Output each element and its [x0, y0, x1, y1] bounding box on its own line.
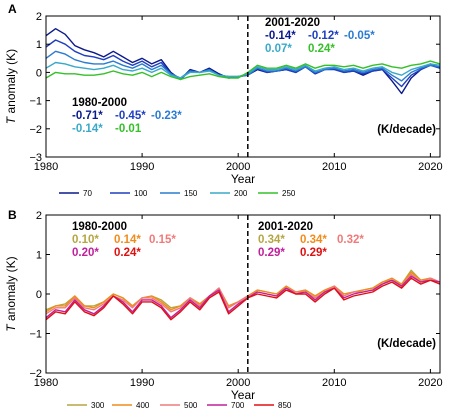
x-tick-label: 1990 — [130, 161, 154, 173]
legend-label-500: 500 — [184, 401, 198, 410]
trend-title: 1980-2000 — [72, 97, 127, 109]
series-line-850 — [45, 277, 441, 321]
trend-value: -0.14* — [265, 30, 296, 42]
y-axis-label: T anomaly (K) — [4, 49, 18, 124]
y-tick-label: −3 — [29, 152, 42, 164]
legend-label-300: 300 — [91, 401, 105, 410]
trend-group: 1980-2000-0.71* -0.45* -0.23* -0.14* -0.01 — [72, 97, 182, 135]
trend-title: 1980-2000 — [72, 221, 127, 233]
x-tick-label: 2000 — [226, 161, 250, 173]
panel-label: B — [8, 208, 17, 222]
x-tick-label: 2020 — [418, 377, 442, 389]
y-tick-label: 1 — [36, 39, 42, 51]
trend-value: -0.71* — [72, 110, 103, 122]
legend-label-200: 200 — [234, 189, 248, 198]
trend-value: 0.10* — [72, 234, 99, 246]
trend-value: -0.12* — [308, 30, 339, 42]
legend-label-400: 400 — [136, 401, 150, 410]
legend-label-70: 70 — [83, 189, 92, 198]
trend-value: -0.45* — [115, 110, 146, 122]
trend-value: 0.15* — [149, 234, 176, 246]
series-line-500 — [45, 273, 441, 315]
trend-value: 0.14* — [114, 234, 141, 246]
unit-label: (K/decade) — [377, 124, 436, 136]
y-tick-label: 0 — [36, 67, 42, 79]
x-tick-label: 2020 — [418, 161, 442, 173]
y-tick-label: −2 — [29, 368, 42, 380]
x-axis-label: Year — [231, 388, 255, 402]
trend-title: 2001-2020 — [258, 221, 313, 233]
series-group — [45, 28, 441, 95]
x-tick-label: 2010 — [322, 161, 346, 173]
trend-value: 0.20* — [72, 247, 99, 259]
x-tick-label: 1990 — [130, 377, 154, 389]
unit-label: (K/decade) — [377, 338, 436, 350]
x-tick-label: 2010 — [322, 377, 346, 389]
legend-label-250: 250 — [282, 189, 296, 198]
plot-frame — [45, 15, 441, 158]
y-tick-label: 2 — [36, 210, 42, 222]
y-tick-label: 1 — [36, 250, 42, 262]
legend: 70 100 150 200 250 — [59, 189, 296, 198]
trend-value: -0.23* — [151, 110, 182, 122]
y-tick-label: 0 — [36, 289, 42, 301]
trend-title: 2001-2020 — [265, 17, 320, 29]
trend-value: 0.24* — [308, 43, 335, 55]
x-axis-label: Year — [231, 172, 255, 186]
trend-value: 0.34* — [258, 234, 285, 246]
y-axis-label: T anomaly (K) — [4, 256, 18, 331]
y-tick-label: −2 — [29, 124, 42, 136]
trend-value: 0.34* — [300, 234, 327, 246]
x-tick-label: 1980 — [34, 161, 58, 173]
x-tick-label: 1980 — [34, 377, 58, 389]
series-line-250 — [45, 60, 441, 81]
panel-a: A −3 −2 −1 0 1 2 1980 1990 2000 2010 2020 Year T anom… — [4, 2, 443, 198]
trend-value: 0.32* — [337, 234, 364, 246]
trend-value: -0.05* — [344, 30, 375, 42]
trend-value: 0.07* — [265, 43, 292, 55]
x-tick-label: 2000 — [226, 377, 250, 389]
y-tick-label: 2 — [36, 11, 42, 23]
series-group — [45, 269, 441, 321]
trend-group: 2001-2020-0.14* -0.12* -0.05* 0.07* 0.24* — [265, 17, 375, 55]
trend-value: -0.01 — [115, 123, 142, 135]
legend: 300 400 500 700 850 — [67, 401, 292, 410]
legend-label-700: 700 — [231, 401, 245, 410]
panel-label: A — [8, 2, 17, 16]
legend-label-150: 150 — [184, 189, 198, 198]
series-line-70 — [45, 28, 441, 95]
y-tick-label: −1 — [29, 329, 42, 341]
trend-value: 0.29* — [300, 247, 327, 259]
legend-label-100: 100 — [134, 189, 148, 198]
legend-label-850: 850 — [278, 401, 292, 410]
trend-value: -0.14* — [72, 123, 103, 135]
trend-value: 0.24* — [114, 247, 141, 259]
y-tick-label: −1 — [29, 96, 42, 108]
trend-value: 0.29* — [258, 247, 285, 259]
panel-b: B −2 −1 0 1 2 1980 1990 2000 2010 2020 Year T anomal… — [4, 208, 443, 410]
